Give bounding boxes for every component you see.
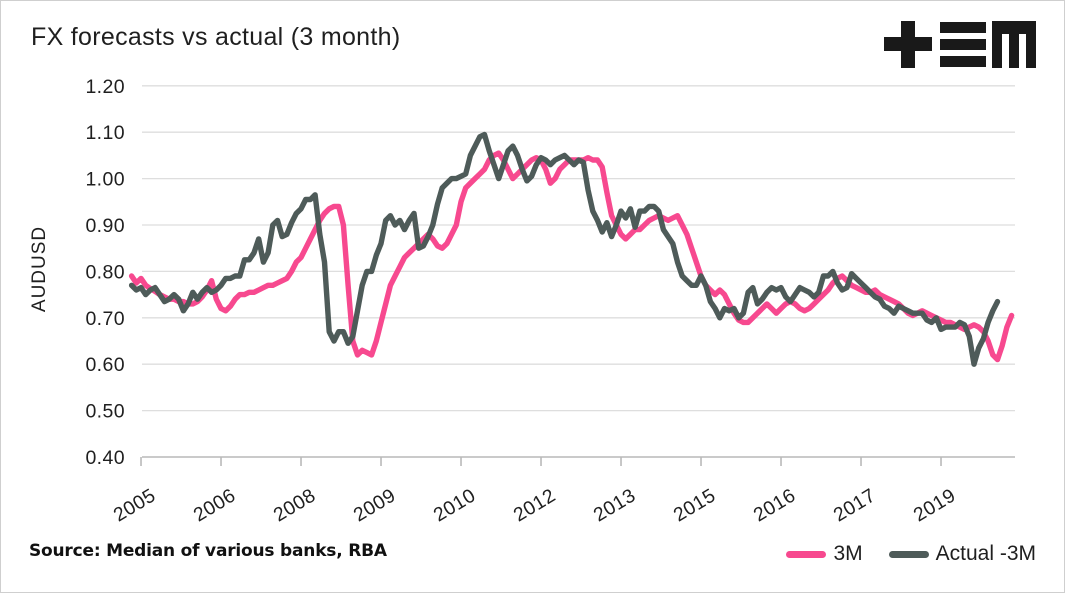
- chart-title: FX forecasts vs actual (3 month): [31, 23, 401, 51]
- tem-logo: [884, 21, 1036, 68]
- logo-bars-icon: [940, 22, 986, 67]
- legend-item-3m: 3M: [786, 542, 863, 566]
- logo-m-icon: [992, 21, 1036, 68]
- tick-label: 2009: [350, 484, 400, 526]
- tick-label: 2012: [510, 484, 560, 526]
- tick-label: AUDUSD: [29, 226, 50, 312]
- source-text: Source: Median of various banks, RBA: [29, 541, 387, 561]
- series-line-actual: [128, 131, 1001, 367]
- tick-label: 0.40: [85, 447, 125, 469]
- tick-label: 2013: [590, 484, 640, 526]
- legend: 3M Actual -3M: [786, 542, 1036, 566]
- tick-label: 2006: [190, 484, 240, 526]
- tick-label: 0.60: [85, 354, 125, 376]
- legend-item-actual: Actual -3M: [888, 542, 1036, 566]
- legend-swatch-actual-icon: [888, 550, 929, 558]
- logo-plus-icon: [884, 21, 932, 68]
- tick-label: 2017: [830, 484, 880, 526]
- tick-label: 0.70: [85, 308, 125, 330]
- tick-label: 2005: [110, 484, 160, 526]
- tick-label: 2015: [670, 484, 720, 526]
- legend-label-3m: 3M: [833, 542, 863, 565]
- tick-label: 1.20: [85, 76, 125, 98]
- tick-label: 2010: [430, 484, 480, 526]
- logo-glyphs: [884, 21, 1036, 68]
- tick-label: 0.50: [85, 401, 125, 423]
- tick-label: 0.80: [85, 261, 125, 283]
- tick-label: 2019: [910, 484, 960, 526]
- tick-label: 2008: [270, 484, 320, 526]
- legend-swatch-3m-icon: [786, 550, 827, 558]
- tick-label: 2016: [750, 484, 800, 526]
- tick-label: 1.00: [85, 169, 125, 191]
- tick-label: 1.10: [85, 122, 125, 144]
- legend-label-actual: Actual -3M: [935, 542, 1036, 565]
- tick-label: 0.90: [85, 215, 125, 237]
